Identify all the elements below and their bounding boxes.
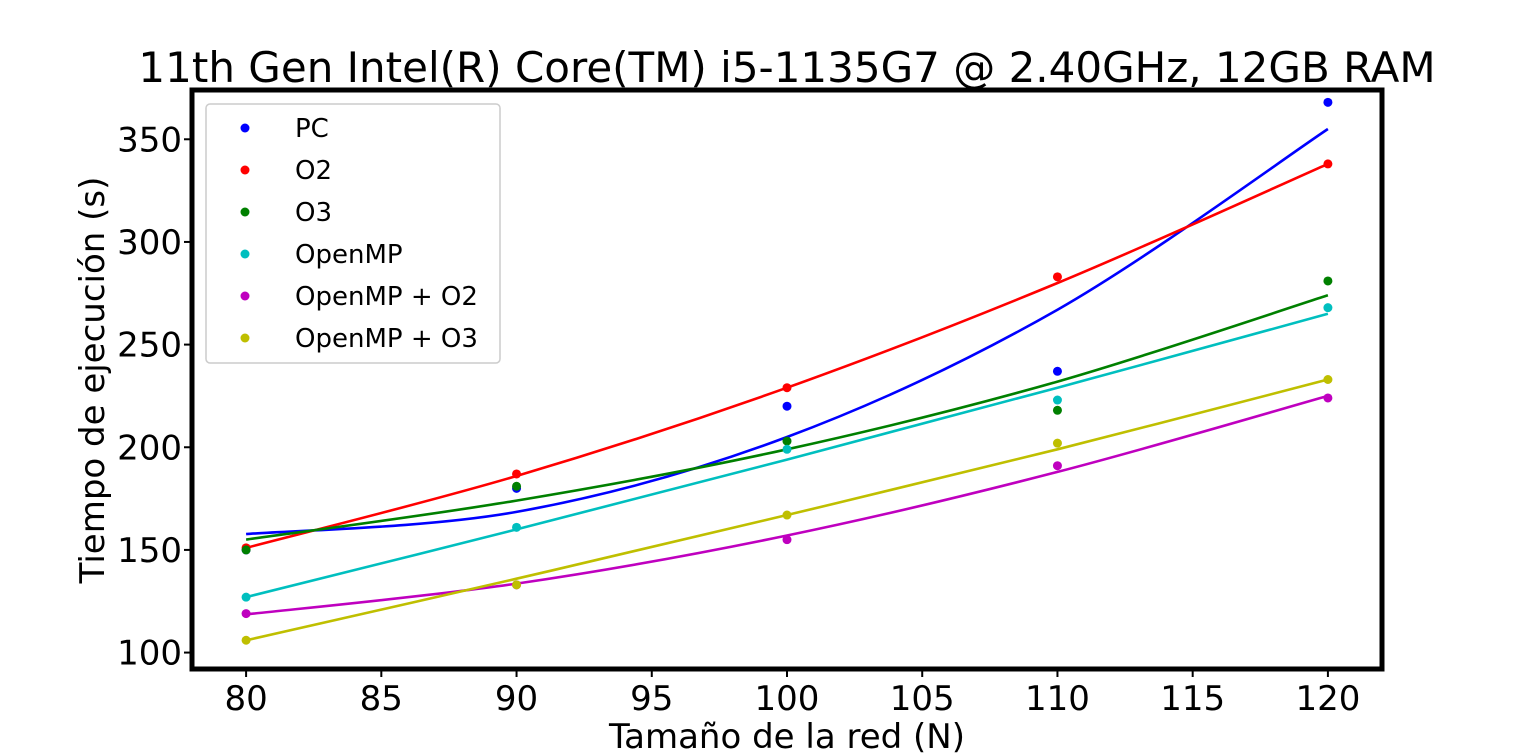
point-openmp-o3-80 bbox=[241, 635, 251, 645]
point-o3-120 bbox=[1323, 276, 1333, 286]
legend-label-o3: O3 bbox=[295, 198, 332, 228]
point-openmp-o3-90 bbox=[512, 580, 522, 590]
x-tick-label: 100 bbox=[755, 679, 820, 719]
point-openmp-o2-120 bbox=[1323, 393, 1333, 403]
y-tick-label: 200 bbox=[117, 428, 182, 468]
x-tick-label: 120 bbox=[1295, 679, 1360, 719]
point-openmp-o2-110 bbox=[1052, 461, 1062, 471]
point-pc-120 bbox=[1323, 97, 1333, 107]
point-openmp-100 bbox=[782, 444, 792, 454]
x-axis: 80 85 90 95 100 105 110 115 120 bbox=[224, 669, 1360, 719]
legend-marker-o3 bbox=[240, 207, 250, 217]
point-o3-80 bbox=[241, 545, 251, 555]
legend-marker-openmp-o2 bbox=[240, 291, 250, 301]
legend-label-openmp-o3: OpenMP + O3 bbox=[295, 324, 478, 354]
fit-line-pc bbox=[245, 127, 1329, 536]
point-openmp-120 bbox=[1323, 303, 1333, 313]
point-pc-100 bbox=[782, 401, 792, 411]
x-tick-label: 95 bbox=[630, 679, 673, 719]
x-tick-label: 105 bbox=[890, 679, 955, 719]
point-o2-90 bbox=[512, 469, 522, 479]
fit-line-openmp-o3 bbox=[245, 378, 1329, 642]
x-tick-label: 85 bbox=[360, 679, 403, 719]
y-tick-label: 150 bbox=[117, 531, 182, 571]
legend-label-openmp-o2: OpenMP + O2 bbox=[295, 282, 478, 312]
point-o3-90 bbox=[512, 481, 522, 491]
legend-frame bbox=[205, 103, 501, 364]
x-tick-label: 90 bbox=[495, 679, 538, 719]
point-openmp-o2-100 bbox=[782, 535, 792, 545]
point-openmp-o3-110 bbox=[1052, 438, 1062, 448]
legend-label-pc: PC bbox=[295, 114, 329, 144]
point-o2-120 bbox=[1323, 159, 1333, 169]
fit-line-openmp bbox=[245, 312, 1329, 599]
x-tick-label: 110 bbox=[1025, 679, 1090, 719]
y-axis-label: Tiempo de ejecución (s) bbox=[73, 177, 113, 585]
point-openmp-o2-80 bbox=[241, 609, 251, 619]
legend-marker-pc bbox=[240, 123, 250, 133]
y-tick-label: 300 bbox=[117, 223, 182, 263]
x-axis-label: Tamaño de la red (N) bbox=[608, 717, 965, 754]
chart-title: 11th Gen Intel(R) Core(TM) i5-1135G7 @ 2… bbox=[138, 43, 1435, 92]
legend-label-openmp: OpenMP bbox=[295, 240, 403, 270]
legend-marker-openmp-o3 bbox=[240, 333, 250, 343]
point-o3-100 bbox=[782, 436, 792, 446]
y-tick-label: 250 bbox=[117, 326, 182, 366]
y-tick-label: 100 bbox=[117, 634, 182, 674]
x-tick-label: 80 bbox=[224, 679, 267, 719]
point-pc-110 bbox=[1052, 366, 1062, 376]
point-openmp-o3-120 bbox=[1323, 375, 1333, 384]
point-o3-110 bbox=[1052, 405, 1062, 415]
legend-label-o2: O2 bbox=[295, 156, 332, 186]
point-openmp-90 bbox=[512, 522, 522, 532]
legend-marker-openmp bbox=[240, 249, 250, 259]
point-openmp-o3-100 bbox=[782, 510, 792, 520]
plot-area bbox=[241, 97, 1333, 645]
point-openmp-80 bbox=[241, 592, 251, 602]
x-tick-label: 115 bbox=[1160, 679, 1225, 719]
point-o2-110 bbox=[1052, 272, 1062, 282]
legend-marker-o2 bbox=[240, 165, 250, 175]
y-tick-label: 350 bbox=[117, 120, 182, 160]
legend: PC O2 O3 OpenMP OpenMP + O2 OpenMP + O3 bbox=[205, 103, 501, 364]
point-o2-100 bbox=[782, 383, 792, 393]
y-axis: 100 150 200 250 300 350 bbox=[117, 120, 192, 674]
point-openmp-110 bbox=[1052, 395, 1062, 405]
